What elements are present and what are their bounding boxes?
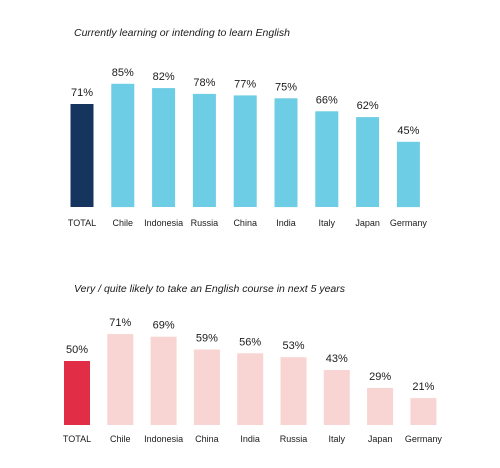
value-label-germany: 21%: [412, 381, 434, 393]
bar-china: [193, 349, 220, 425]
value-label-india: 75%: [275, 81, 297, 93]
category-label-japan: Japan: [355, 218, 380, 228]
bar-chart-svg: 71% TOTAL 85% Chile 82% Indonesia 78% Russia 77%…: [68, 67, 428, 228]
value-label-chile: 85%: [112, 67, 134, 79]
category-label-chile: Chile: [110, 434, 131, 444]
bar-china: [233, 95, 257, 207]
bar-italy: [315, 111, 339, 207]
bar-italy: [323, 370, 350, 425]
chart-title: Very / quite likely to take an English c…: [74, 283, 346, 295]
value-label-chile: 71%: [109, 317, 131, 329]
value-label-total: 50%: [66, 344, 88, 356]
value-label-indonesia: 69%: [153, 320, 175, 332]
value-label-germany: 45%: [397, 125, 419, 137]
chart-english-course: Very / quite likely to take an English c…: [0, 250, 500, 468]
chart-title: Currently learning or intending to learn…: [74, 27, 290, 39]
value-label-india: 56%: [239, 336, 261, 348]
value-label-china: 77%: [234, 78, 256, 90]
category-label-italy: Italy: [319, 218, 336, 228]
bar-germany: [396, 141, 420, 208]
bar-total: [64, 361, 90, 425]
category-label-germany: Germany: [390, 218, 428, 228]
category-label-chile: Chile: [113, 218, 134, 228]
category-label-india: India: [276, 218, 296, 228]
category-label-russia: Russia: [280, 434, 308, 444]
category-label-total: TOTAL: [63, 434, 91, 444]
bar-japan: [356, 117, 380, 207]
bar-indonesia: [152, 88, 176, 207]
bar-chart-svg: 50% TOTAL 71% Chile 69% Indonesia 59% China 56% I…: [63, 317, 443, 444]
category-label-germany: Germany: [405, 434, 443, 444]
value-label-italy: 43%: [326, 353, 348, 365]
bar-india: [237, 353, 264, 425]
category-label-china: China: [195, 434, 219, 444]
category-label-indonesia: Indonesia: [144, 434, 183, 444]
bar-india: [274, 98, 298, 208]
value-label-japan: 62%: [357, 100, 379, 112]
value-label-china: 59%: [196, 333, 218, 345]
category-label-russia: Russia: [191, 218, 219, 228]
category-label-italy: Italy: [329, 434, 346, 444]
value-label-japan: 29%: [369, 371, 391, 383]
bar-total: [70, 104, 94, 207]
bar-japan: [367, 387, 394, 425]
bar-indonesia: [150, 336, 177, 425]
value-label-indonesia: 82%: [153, 71, 175, 83]
bar-germany: [410, 398, 437, 425]
bar-russia: [192, 93, 216, 207]
value-label-italy: 66%: [316, 94, 338, 106]
category-label-total: TOTAL: [68, 218, 96, 228]
bar-chile: [107, 334, 134, 425]
category-label-japan: Japan: [368, 434, 393, 444]
bar-chile: [111, 83, 135, 208]
category-label-india: India: [240, 434, 260, 444]
bar-russia: [280, 357, 307, 425]
category-label-indonesia: Indonesia: [144, 218, 183, 228]
chart-learning-english: Currently learning or intending to learn…: [68, 27, 428, 228]
category-label-china: China: [233, 218, 257, 228]
value-label-total: 71%: [71, 87, 93, 99]
value-label-russia: 53%: [282, 340, 304, 352]
value-label-russia: 78%: [193, 77, 215, 89]
